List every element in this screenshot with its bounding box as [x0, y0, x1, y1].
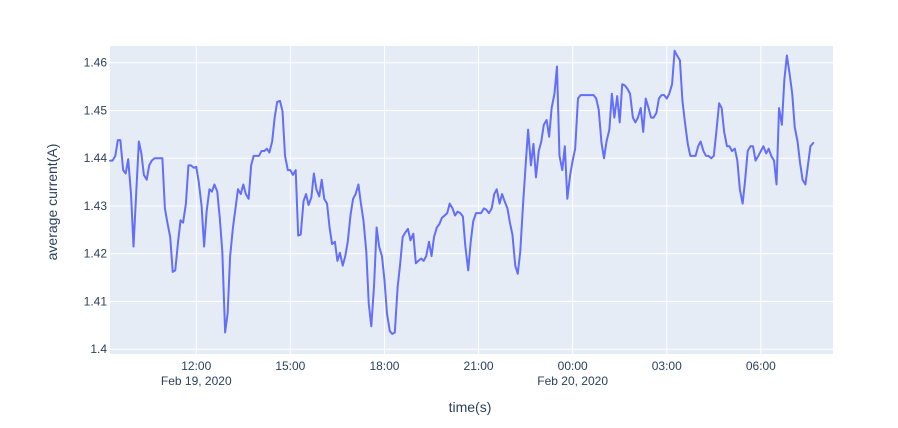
x-tick-date-label: Feb 19, 2020	[161, 374, 232, 388]
y-axis-title: average current(A)	[44, 144, 60, 261]
x-tick-label: 06:00	[746, 359, 776, 373]
x-tick-label: 00:00	[558, 359, 588, 373]
y-tick-label: 1.42	[84, 247, 108, 261]
x-tick-date-label: Feb 20, 2020	[537, 374, 608, 388]
y-tick-label: 1.4	[90, 342, 107, 356]
x-tick-label: 18:00	[369, 359, 399, 373]
series-line-average-current	[109, 49, 815, 335]
series-layer	[109, 49, 815, 335]
x-tick-label: 21:00	[464, 359, 494, 373]
y-tick-label: 1.43	[84, 199, 108, 213]
plot-area	[110, 46, 833, 354]
y-tick-label: 1.45	[84, 103, 108, 117]
y-tick-label: 1.44	[84, 151, 108, 165]
x-tick-label: 03:00	[652, 359, 682, 373]
x-tick-label: 15:00	[275, 359, 305, 373]
y-tick-label: 1.46	[84, 56, 108, 70]
x-axis-title: time(s)	[449, 399, 492, 415]
y-tick-label: 1.41	[84, 294, 108, 308]
y-axis-ticks: 1.4 1.41 1.42 1.43 1.44 1.45 1.46	[84, 56, 108, 357]
x-tick-label: 12:00	[181, 359, 211, 373]
y-gridlines	[110, 62, 833, 350]
